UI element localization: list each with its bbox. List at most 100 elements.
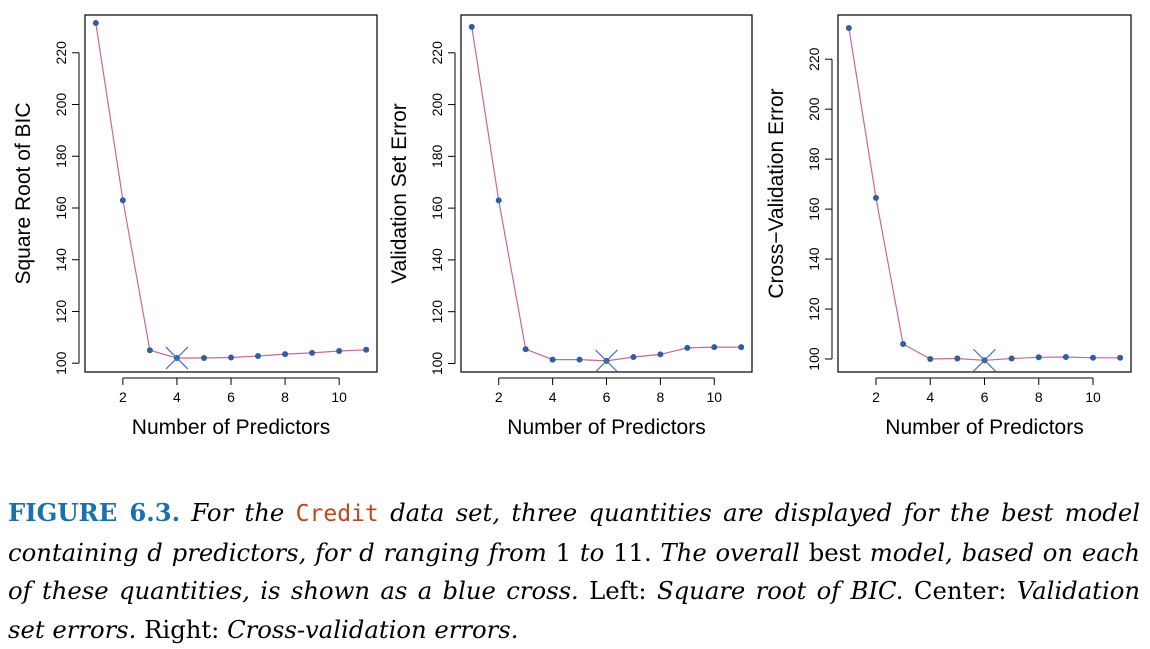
y-tick-label: 180: [53, 144, 69, 168]
data-point: [1117, 354, 1124, 361]
chart-panel-3: 2 4 6 8 10 100 120 140 160 180 200 220 Number of Pre…: [765, 14, 1132, 439]
caption-text: data set, three quantities are displayed…: [8, 498, 1141, 567]
y-tick-label: 160: [53, 196, 69, 220]
x-tick-label: 10: [1085, 389, 1101, 405]
y-tick-label: 100: [53, 351, 69, 375]
data-point: [468, 23, 475, 30]
data-point: [684, 344, 691, 351]
y-tick-label: 120: [53, 300, 69, 324]
figure-label: FIGURE 6.3.: [8, 498, 181, 528]
data-point: [630, 353, 637, 360]
caption-text: For the: [191, 498, 285, 528]
best-model-cross: [973, 348, 996, 372]
y-tick-label: 220: [53, 41, 69, 65]
y-tick-label: 120: [806, 297, 822, 321]
data-point: [363, 346, 370, 353]
data-point: [1062, 354, 1069, 361]
plot-frame: [837, 14, 1132, 373]
y-tick-label: 220: [806, 47, 822, 71]
y-tick-label: 160: [429, 196, 445, 220]
cross-stroke: [973, 348, 996, 372]
caption-text: Square root of BIC.: [656, 576, 904, 606]
data-point: [738, 344, 745, 351]
data-point: [309, 349, 316, 356]
caption-text: model, based on each of these quantities…: [8, 537, 1140, 606]
y-tick-label: 180: [806, 147, 822, 171]
y-tick-label: 200: [53, 93, 69, 117]
series-line: [471, 26, 742, 362]
y-axis-title: Square Root of BIC: [12, 102, 35, 284]
x-tick-label: 6: [603, 389, 611, 405]
x-tick-label: 10: [331, 389, 347, 405]
caption-dataset-name: Credit: [295, 501, 379, 528]
plot-frame: [460, 14, 753, 373]
x-tick-label: 2: [495, 389, 503, 405]
cross-stroke: [595, 349, 618, 373]
data-point: [1090, 354, 1097, 361]
best-model-cross: [165, 346, 189, 370]
x-tick-label: 8: [656, 389, 664, 405]
data-point: [200, 355, 207, 362]
cross-stroke: [165, 346, 189, 370]
y-tick-label: 100: [806, 347, 822, 371]
caption-number: 1: [555, 537, 572, 567]
data-point: [228, 354, 234, 361]
chart-panel-2: 2 4 6 8 10 100 120 140 160 180 200 220 Number of Pre…: [388, 14, 753, 439]
x-tick-label: 10: [706, 389, 722, 405]
caption-text: best: [808, 537, 861, 567]
data-point: [255, 352, 262, 359]
y-tick-label: 140: [53, 248, 69, 272]
data-point: [336, 348, 343, 355]
y-tick-label: 100: [429, 352, 445, 376]
caption-text: Right:: [144, 614, 220, 644]
x-tick-label: 2: [872, 389, 880, 405]
data-point: [576, 356, 583, 363]
data-point: [657, 351, 664, 358]
caption-text: Center:: [913, 576, 1007, 606]
x-tick-label: 8: [281, 389, 289, 405]
chart-panel-1: 2 4 6 8 10 100 120 140 160 180 200 220 Number of Pre…: [12, 14, 378, 439]
y-tick-label: 200: [429, 93, 445, 117]
y-tick-label: 160: [806, 197, 822, 221]
data-point: [872, 194, 879, 201]
y-tick-label: 200: [806, 97, 822, 121]
data-point: [119, 197, 126, 204]
plot-frame: [84, 14, 378, 373]
best-model-cross: [595, 349, 618, 373]
data-point: [1008, 355, 1015, 362]
data-point: [900, 341, 907, 348]
caption-text: to: [579, 537, 605, 567]
y-axis-title: Cross−Validation Error: [765, 88, 788, 298]
y-tick-label: 140: [806, 247, 822, 271]
x-tick-label: 2: [119, 389, 127, 405]
y-tick-label: 180: [429, 144, 445, 168]
data-point: [282, 351, 289, 358]
y-axis-title: Validation Set Error: [388, 103, 411, 284]
x-tick-label: 6: [227, 389, 235, 405]
x-axis-title: Number of Predictors: [507, 416, 705, 439]
data-point: [92, 20, 99, 27]
series-line: [95, 22, 367, 359]
x-tick-label: 6: [981, 389, 989, 405]
caption-number: 11.: [613, 537, 652, 567]
data-point: [927, 356, 934, 363]
data-point: [954, 355, 961, 362]
x-tick-label: 4: [549, 389, 557, 405]
data-point: [845, 24, 852, 31]
x-tick-label: 8: [1035, 389, 1043, 405]
x-axis-title: Number of Predictors: [885, 416, 1083, 439]
y-tick-label: 140: [429, 248, 445, 272]
x-tick-label: 4: [926, 389, 934, 405]
data-point: [1035, 354, 1042, 361]
x-tick-label: 4: [173, 389, 181, 405]
caption-text: Cross-validation errors.: [227, 614, 519, 644]
caption-text: Left:: [589, 576, 647, 606]
series-line: [848, 27, 1121, 361]
x-axis-title: Number of Predictors: [132, 416, 330, 439]
caption-text: The overall: [660, 537, 800, 567]
data-point: [146, 347, 153, 354]
data-point: [711, 344, 718, 351]
data-point: [549, 356, 556, 363]
data-point: [522, 346, 529, 353]
chart-svg: 2 4 6 8 10 100 120 140 160 180 200 220 Number of Pre…: [12, 14, 1132, 439]
